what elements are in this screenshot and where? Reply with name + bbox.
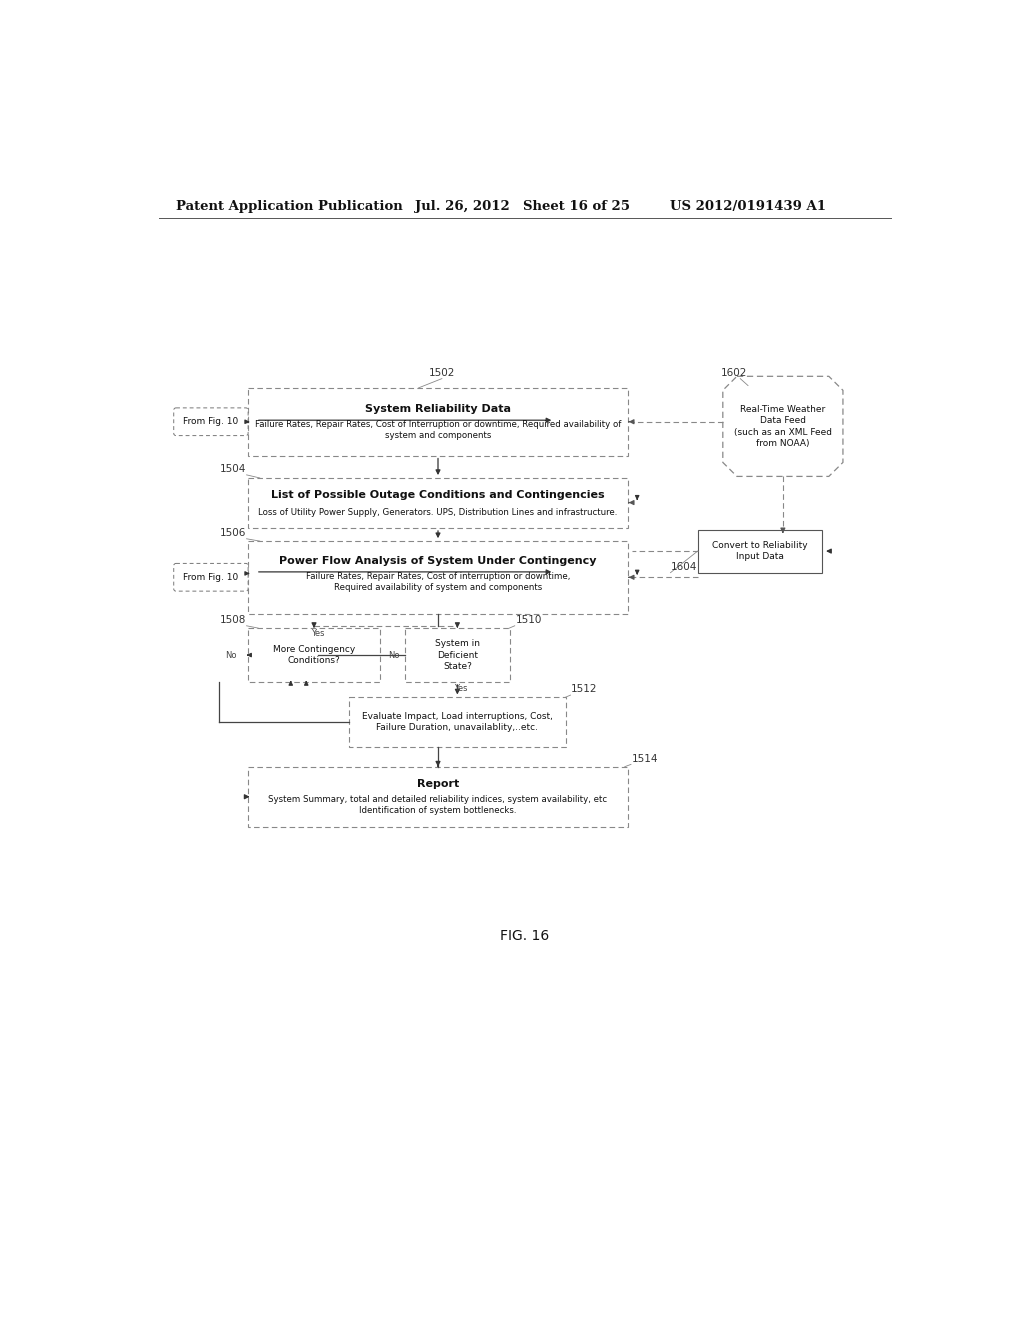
Bar: [248, 541, 628, 614]
Bar: [248, 388, 628, 455]
Text: 1508: 1508: [220, 615, 247, 626]
Bar: [697, 531, 821, 573]
FancyBboxPatch shape: [174, 564, 248, 591]
Text: 1504: 1504: [220, 465, 247, 474]
Text: 1510: 1510: [515, 615, 542, 626]
Text: Failure Rates, Repair Rates, Cost of Interruption or downtime, Required availabi: Failure Rates, Repair Rates, Cost of Int…: [255, 420, 622, 441]
Text: Convert to Reliability
Input Data: Convert to Reliability Input Data: [712, 541, 808, 561]
Text: From Fig. 10: From Fig. 10: [183, 573, 239, 582]
Text: Report: Report: [417, 779, 459, 788]
Text: System Reliability Data: System Reliability Data: [365, 404, 511, 414]
Text: 1604: 1604: [671, 562, 697, 572]
Text: 1502: 1502: [429, 368, 455, 378]
Bar: [248, 478, 628, 528]
Text: More Contingency
Conditions?: More Contingency Conditions?: [272, 645, 355, 665]
Text: System in
Deficient
State?: System in Deficient State?: [435, 639, 480, 671]
Polygon shape: [723, 376, 843, 477]
Text: No: No: [225, 651, 237, 660]
Text: Real-Time Weather
Data Feed
(such as an XML Feed
from NOAA): Real-Time Weather Data Feed (such as an …: [734, 405, 831, 447]
FancyBboxPatch shape: [174, 408, 248, 436]
Text: 1506: 1506: [220, 528, 247, 539]
Text: Jul. 26, 2012: Jul. 26, 2012: [415, 201, 510, 214]
Text: Patent Application Publication: Patent Application Publication: [176, 201, 402, 214]
Text: FIG. 16: FIG. 16: [500, 929, 550, 942]
Text: Loss of Utility Power Supply, Generators. UPS, Distribution Lines and infrastruc: Loss of Utility Power Supply, Generators…: [258, 508, 617, 517]
Text: System Summary, total and detailed reliability indices, system availability, etc: System Summary, total and detailed relia…: [268, 795, 607, 816]
Text: US 2012/0191439 A1: US 2012/0191439 A1: [671, 201, 826, 214]
Bar: [349, 697, 566, 747]
Text: 1514: 1514: [632, 754, 658, 763]
Bar: [406, 628, 510, 682]
Text: 1512: 1512: [571, 684, 598, 694]
Text: Evaluate Impact, Load interruptions, Cost,
Failure Duration, unavailablity,..etc: Evaluate Impact, Load interruptions, Cos…: [361, 711, 553, 733]
Text: No: No: [388, 651, 399, 660]
Text: Yes: Yes: [311, 630, 325, 638]
Text: Sheet 16 of 25: Sheet 16 of 25: [523, 201, 630, 214]
Text: Power Flow Analysis of System Under Contingency: Power Flow Analysis of System Under Cont…: [280, 556, 597, 566]
Text: Yes: Yes: [455, 684, 468, 693]
Text: From Fig. 10: From Fig. 10: [183, 417, 239, 426]
Text: 1602: 1602: [721, 368, 748, 378]
Text: Failure Rates, Repair Rates, Cost of interruption or downtime,
Required availabi: Failure Rates, Repair Rates, Cost of int…: [306, 572, 570, 593]
Bar: [248, 628, 380, 682]
Bar: [248, 767, 628, 826]
Text: List of Possible Outage Conditions and Contingencies: List of Possible Outage Conditions and C…: [271, 490, 605, 500]
